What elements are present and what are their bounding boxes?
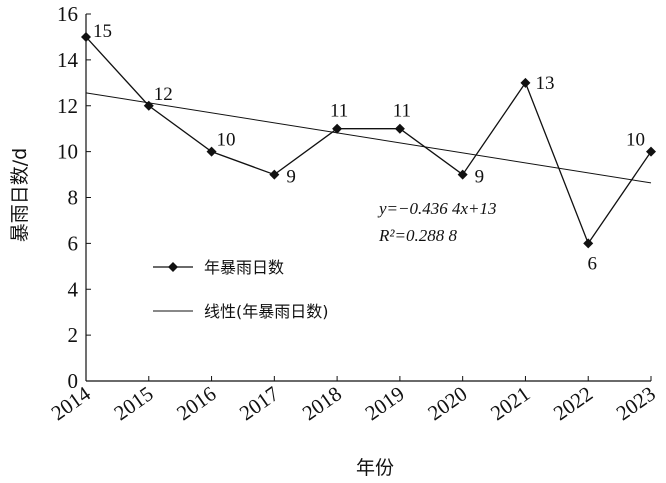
trendline-r-squared: R²=0.288 8 [378, 226, 457, 245]
legend-item-trendline: 线性(年暴雨日数) [153, 302, 329, 321]
legend-item-series: 年暴雨日数 [153, 258, 284, 277]
x-tick-label: 2016 [172, 381, 220, 425]
y-axis-ticks: 0 2 4 6 8 10 12 14 16 [57, 2, 91, 393]
x-tick-label: 2023 [612, 381, 660, 425]
data-point-marker [332, 123, 343, 134]
legend-series-label: 年暴雨日数 [204, 258, 284, 277]
x-tick-label: 2020 [423, 381, 471, 425]
x-axis-title: 年份 [356, 457, 394, 479]
x-tick-label: 2015 [109, 381, 157, 425]
data-labels: 15 12 10 9 11 11 9 13 6 10 [93, 21, 645, 274]
data-point-marker [457, 169, 468, 180]
y-tick-label: 0 [68, 369, 79, 393]
y-tick-label: 2 [68, 323, 79, 347]
data-label: 13 [535, 73, 554, 94]
x-tick-label: 2021 [486, 381, 534, 425]
legend: 年暴雨日数 线性(年暴雨日数) [153, 258, 329, 321]
y-tick-label: 12 [57, 94, 78, 118]
y-tick-label: 8 [68, 186, 79, 210]
y-axis-title: 暴雨日数/d [9, 148, 31, 242]
series-line [85, 36, 652, 245]
data-label: 9 [475, 167, 485, 188]
y-tick-label: 4 [68, 277, 79, 301]
data-point-marker [646, 146, 656, 157]
data-point-marker [206, 146, 217, 157]
data-point-marker [583, 238, 594, 249]
y-tick-label: 14 [57, 48, 79, 72]
x-tick-label: 2018 [298, 381, 346, 425]
trendline-equation: y=−0.436 4x+13 [377, 199, 497, 218]
x-axis-ticks: 2014 2015 2016 2017 2018 2019 2020 2021 2022 2023 [47, 376, 660, 425]
data-point-marker [81, 31, 91, 42]
data-label: 15 [93, 21, 112, 42]
data-label: 9 [286, 167, 296, 188]
trendline [85, 92, 652, 184]
trendline-line [85, 92, 652, 184]
data-point-marker [269, 169, 280, 180]
equation-annotation: y=−0.436 4x+13 R²=0.288 8 [377, 199, 497, 245]
y-tick-label: 10 [57, 140, 78, 164]
series [81, 31, 656, 249]
axes [85, 14, 651, 382]
data-point-marker [520, 77, 531, 88]
x-tick-label: 2022 [549, 381, 597, 425]
x-tick-label: 2017 [235, 381, 283, 425]
data-label: 11 [393, 101, 411, 122]
x-tick-label: 2019 [361, 381, 409, 425]
data-label: 6 [587, 253, 597, 274]
y-tick-label: 16 [57, 2, 78, 26]
data-label: 12 [154, 84, 173, 105]
data-point-marker [143, 100, 154, 111]
data-label: 11 [330, 101, 348, 122]
x-tick-label: 2014 [47, 381, 96, 425]
y-tick-label: 6 [68, 231, 79, 255]
legend-trendline-label: 线性(年暴雨日数) [204, 302, 329, 321]
data-label: 10 [626, 130, 645, 151]
data-label: 10 [217, 130, 236, 151]
data-point-marker [394, 123, 405, 134]
legend-series-marker [168, 262, 178, 272]
